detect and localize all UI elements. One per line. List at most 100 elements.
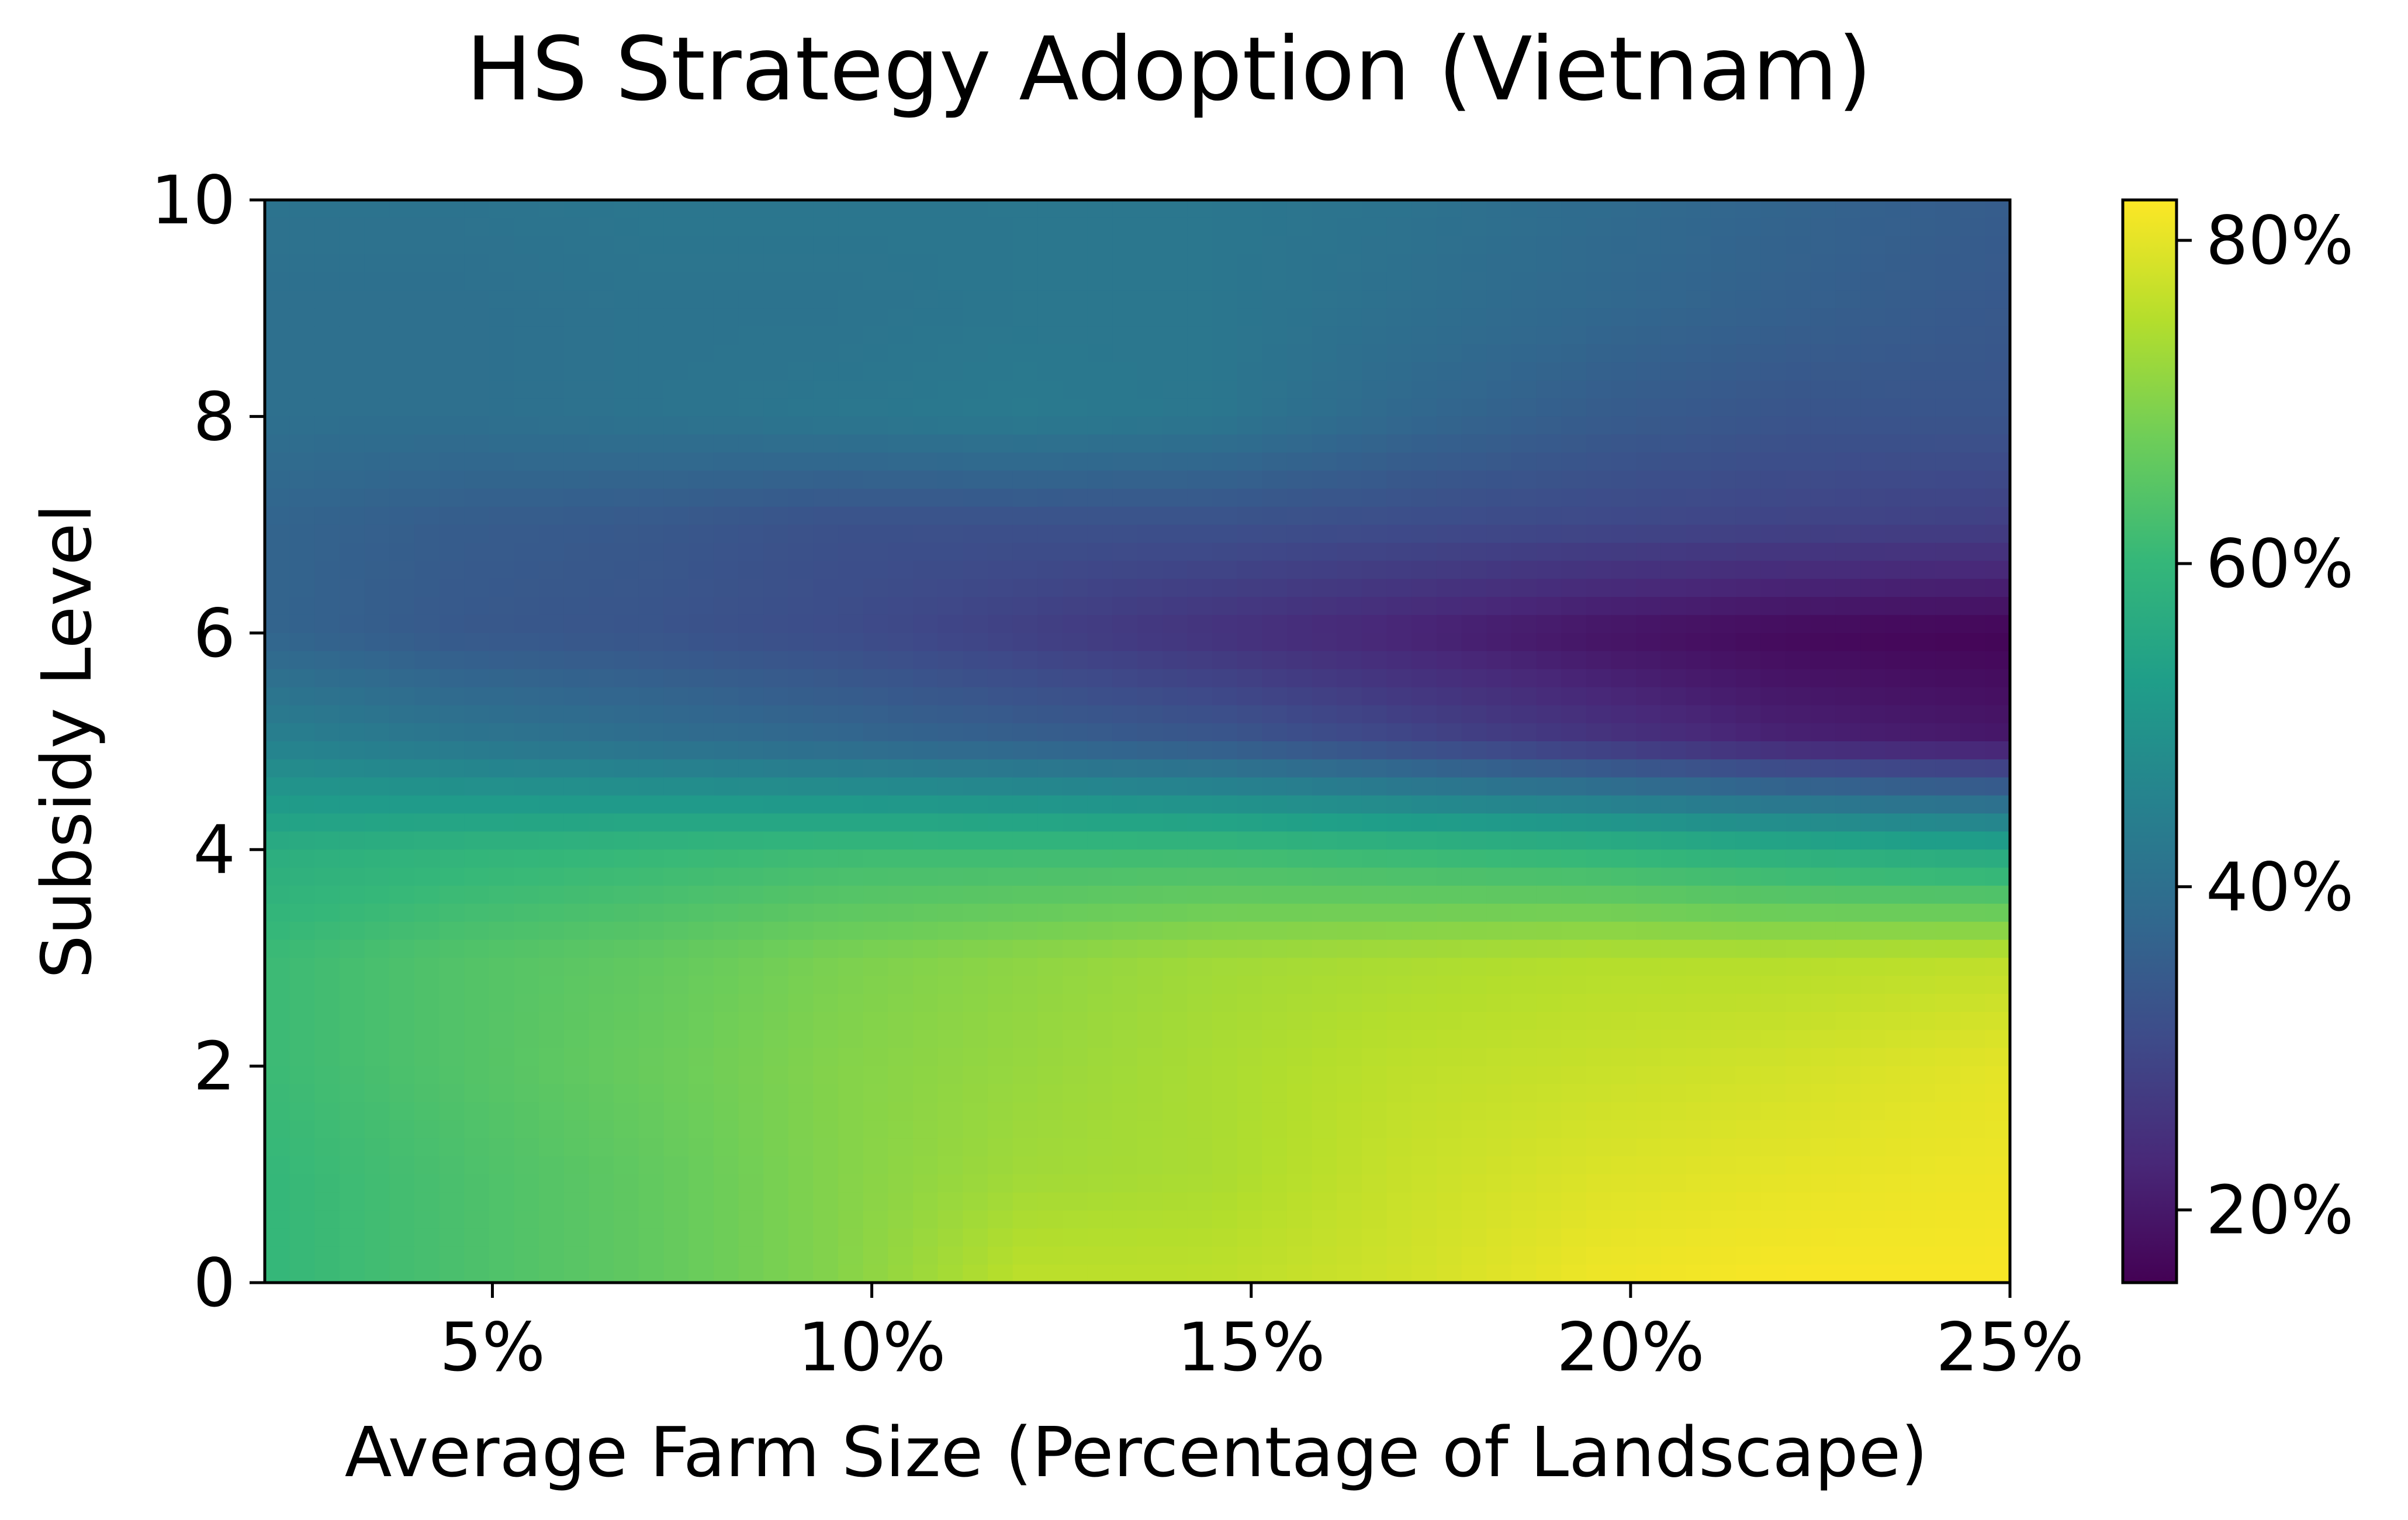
heatmap-cell bbox=[1312, 1156, 1338, 1175]
heatmap-cell bbox=[1312, 1265, 1338, 1283]
heatmap-cell bbox=[1162, 1048, 1188, 1067]
heatmap-cell bbox=[1411, 1246, 1437, 1265]
heatmap-cell bbox=[589, 344, 614, 363]
heatmap-cell bbox=[1411, 921, 1437, 941]
heatmap-cell bbox=[539, 579, 565, 597]
heatmap-cell bbox=[1436, 759, 1462, 778]
heatmap-cell bbox=[1312, 994, 1338, 1013]
heatmap-cell bbox=[265, 200, 290, 219]
heatmap-cell bbox=[1337, 669, 1362, 688]
heatmap-cell bbox=[1935, 741, 1961, 760]
heatmap-cell bbox=[1212, 272, 1238, 291]
heatmap-cell bbox=[1112, 579, 1138, 597]
heatmap-cell bbox=[314, 380, 340, 399]
heatmap-cell bbox=[265, 344, 290, 363]
heatmap-cell bbox=[1586, 362, 1612, 381]
heatmap-cell bbox=[539, 488, 565, 507]
heatmap-cell bbox=[813, 868, 839, 886]
heatmap-cell bbox=[813, 308, 839, 327]
heatmap-cell bbox=[314, 633, 340, 652]
heatmap-cell bbox=[1536, 1210, 1562, 1229]
heatmap-cell bbox=[813, 1156, 839, 1175]
heatmap-cell bbox=[539, 200, 565, 219]
heatmap-cell bbox=[1935, 398, 1961, 417]
heatmap-cell bbox=[988, 903, 1013, 923]
heatmap-cell bbox=[1337, 868, 1362, 886]
heatmap-cell bbox=[1885, 849, 1911, 868]
heatmap-cell bbox=[1112, 344, 1138, 363]
heatmap-cell bbox=[1611, 795, 1637, 814]
heatmap-cell bbox=[614, 1174, 639, 1193]
heatmap-cell bbox=[464, 958, 490, 977]
heatmap-cell bbox=[589, 868, 614, 886]
heatmap-cell bbox=[913, 217, 939, 237]
heatmap-cell bbox=[1012, 1156, 1039, 1175]
heatmap-cell bbox=[963, 344, 988, 363]
heatmap-cell bbox=[439, 1265, 465, 1283]
heatmap-cell bbox=[389, 939, 415, 959]
heatmap-cell bbox=[1686, 272, 1711, 291]
heatmap-cell bbox=[1735, 1012, 1762, 1031]
heatmap-cell bbox=[389, 543, 415, 562]
heatmap-cell bbox=[1960, 976, 1986, 994]
heatmap-cell bbox=[1760, 976, 1786, 994]
heatmap-cell bbox=[1461, 1048, 1487, 1067]
heatmap-cell bbox=[1935, 452, 1961, 471]
heatmap-cell bbox=[1636, 994, 1662, 1013]
heatmap-cell bbox=[489, 1192, 515, 1211]
heatmap-cell bbox=[289, 1138, 316, 1157]
heatmap-cell bbox=[738, 795, 764, 814]
heatmap-cell bbox=[489, 506, 515, 526]
heatmap-cell bbox=[1985, 236, 2010, 255]
heatmap-cell bbox=[314, 1265, 340, 1283]
heatmap-cell bbox=[1935, 976, 1961, 994]
heatmap-cell bbox=[1636, 1048, 1662, 1067]
heatmap-cell bbox=[663, 849, 689, 868]
heatmap-cell bbox=[1411, 236, 1437, 255]
heatmap-cell bbox=[1686, 831, 1711, 850]
heatmap-cell bbox=[1860, 488, 1886, 507]
heatmap-cell bbox=[1860, 217, 1886, 237]
heatmap-cell bbox=[988, 1192, 1013, 1211]
heatmap-cell bbox=[1711, 1120, 1736, 1139]
heatmap-cell bbox=[1386, 759, 1413, 778]
heatmap-cell bbox=[1711, 795, 1736, 814]
heatmap-cell bbox=[1860, 759, 1886, 778]
heatmap-cell bbox=[1536, 561, 1562, 579]
heatmap-cell bbox=[1137, 200, 1163, 219]
heatmap-cell bbox=[1411, 741, 1437, 760]
heatmap-cell bbox=[1063, 236, 1088, 255]
heatmap-cell bbox=[364, 1265, 390, 1283]
heatmap-cell bbox=[1586, 1120, 1612, 1139]
heatmap-cell bbox=[1312, 687, 1338, 706]
heatmap-cell bbox=[1486, 1102, 1512, 1121]
heatmap-cell bbox=[614, 1030, 639, 1049]
heatmap-cell bbox=[1087, 272, 1113, 291]
heatmap-cell bbox=[563, 561, 590, 579]
heatmap-cell bbox=[937, 236, 964, 255]
heatmap-cell bbox=[863, 506, 889, 526]
heatmap-cell bbox=[988, 939, 1013, 959]
heatmap-cell bbox=[1660, 777, 1687, 796]
heatmap-cell bbox=[1786, 272, 1811, 291]
heatmap-cell bbox=[1786, 921, 1811, 941]
heatmap-cell bbox=[1112, 813, 1138, 832]
heatmap-cell bbox=[289, 1030, 316, 1049]
heatmap-cell bbox=[1910, 651, 1936, 670]
heatmap-cell bbox=[1237, 1210, 1263, 1229]
heatmap-cell bbox=[1312, 254, 1338, 273]
heatmap-cell bbox=[988, 254, 1013, 273]
heatmap-cell bbox=[988, 579, 1013, 597]
heatmap-cell bbox=[763, 524, 789, 544]
heatmap-cell bbox=[339, 903, 365, 923]
heatmap-cell bbox=[1561, 921, 1587, 941]
heatmap-cell bbox=[1760, 723, 1786, 742]
heatmap-cell bbox=[663, 614, 689, 634]
heatmap-cell bbox=[788, 290, 814, 309]
heatmap-cell bbox=[1037, 1174, 1063, 1193]
heatmap-cell bbox=[563, 290, 590, 309]
heatmap-cell bbox=[1087, 868, 1113, 886]
heatmap-cell bbox=[1361, 1066, 1388, 1085]
heatmap-cell bbox=[1511, 452, 1537, 471]
heatmap-cell bbox=[663, 471, 689, 489]
